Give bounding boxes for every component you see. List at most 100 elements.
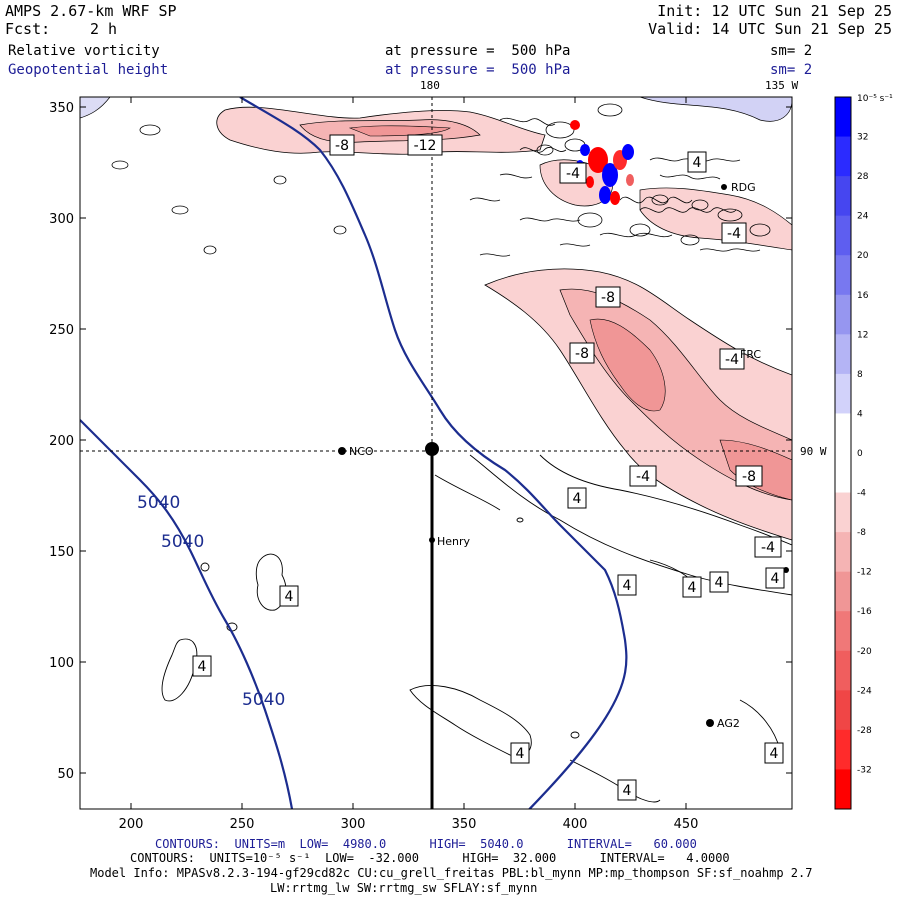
colorbar-label: 16 (857, 291, 869, 301)
field1-smooth: sm= 2 (770, 43, 813, 59)
colorbar-swatch (835, 373, 851, 414)
colorbar-label: -8 (857, 528, 866, 538)
forecast-label: Fcst: (5, 20, 51, 38)
svg-text:4: 4 (198, 659, 207, 675)
vort-label: -4 (719, 348, 745, 370)
colorbar-label: 20 (857, 251, 869, 261)
field2-name: Geopotential height (8, 62, 169, 78)
vort-label: 4 (687, 151, 707, 173)
colorbar-unit: 10⁻⁵ s⁻¹ (857, 94, 893, 104)
colorbar-swatch (835, 176, 851, 217)
footer-contours-vorticity: CONTOURS: UNITS=10⁻⁵ s⁻¹ LOW= -32.000 HI… (130, 851, 730, 865)
colorbar-label: 8 (857, 370, 863, 380)
colorbar-swatch (835, 532, 851, 573)
colorbar-swatch (835, 294, 851, 335)
colorbar-swatch (835, 136, 851, 177)
x-tick-label: 200 (119, 817, 144, 832)
svg-text:4: 4 (285, 589, 294, 605)
vort-label: -4 (721, 222, 747, 244)
colorbar-swatch (835, 453, 851, 494)
field1-level: at pressure = 500 hPa (385, 43, 571, 59)
y-tick-label: 300 (49, 212, 74, 227)
height-contour-5040-south (80, 419, 294, 809)
colorbar-label: -28 (857, 726, 872, 736)
vort-label: 4 (682, 576, 702, 598)
colorbar-label: -16 (857, 607, 872, 617)
model-title: AMPS 2.67-km WRF SP (5, 2, 177, 20)
svg-text:4: 4 (516, 746, 525, 762)
vort-label: 4 (709, 571, 729, 593)
colorbar-swatch (835, 729, 851, 770)
station-label-henry: Henry (437, 535, 471, 548)
svg-text:-8: -8 (335, 138, 349, 154)
x-tick-label: 300 (341, 817, 366, 832)
y-tick-label: 200 (49, 434, 74, 449)
colorbar-swatch (835, 769, 851, 810)
x-tick-label: 250 (230, 817, 255, 832)
colorbar-label: -20 (857, 647, 872, 657)
vorticity-clutter (111, 103, 771, 257)
colorbar-label: -24 (857, 686, 872, 696)
height-contour-5040-north (239, 97, 628, 809)
height-label-2: 5040 (161, 532, 204, 552)
y-tick-label: 250 (49, 323, 74, 338)
x-tick-label: 400 (563, 817, 588, 832)
colorbar-label: -32 (857, 765, 872, 775)
vort-label: 4 (764, 742, 784, 764)
colorbar-label: -12 (857, 568, 872, 578)
vort-label: -4 (629, 465, 657, 487)
vort-label: 4 (279, 585, 299, 607)
svg-text:4: 4 (573, 491, 582, 507)
vort-label: 4 (617, 574, 637, 596)
colorbar-label: 0 (857, 449, 863, 459)
colorbar-swatch (835, 255, 851, 296)
label-90w: 90 W (800, 445, 827, 458)
vort-label: -8 (595, 286, 621, 308)
svg-text:-4: -4 (761, 540, 775, 556)
field1-name: Relative vorticity (8, 43, 160, 59)
x-tick-label: 350 (452, 817, 477, 832)
y-tick-label: 100 (49, 656, 74, 671)
colorbar-swatch (835, 492, 851, 533)
svg-text:-8: -8 (601, 290, 615, 306)
field2-level: at pressure = 500 hPa (385, 62, 571, 78)
svg-text:4: 4 (623, 578, 632, 594)
svg-text:4: 4 (770, 746, 779, 762)
colorbar-label: 32 (857, 133, 868, 143)
valid-time: Valid: 14 UTC Sun 21 Sep 25 (648, 20, 892, 38)
svg-text:4: 4 (771, 571, 780, 587)
vort-label: 4 (192, 655, 212, 677)
vort-label: 4 (567, 487, 587, 509)
y-tick-label: 50 (57, 767, 74, 782)
y-tick-label: 150 (49, 545, 74, 560)
station-label-frc: FRC (740, 348, 761, 361)
label-180: 180 (420, 79, 440, 92)
colorbar-swatch (835, 97, 851, 138)
svg-text:4: 4 (693, 155, 702, 171)
field2-smooth: sm= 2 (770, 62, 813, 78)
vorticity-contour (539, 454, 792, 546)
station-label-ag2: AG2 (717, 717, 740, 730)
init-time: Init: 12 UTC Sun 21 Sep 25 (657, 2, 892, 20)
colorbar-swatch (835, 571, 851, 612)
x-tick-label: 450 (674, 817, 699, 832)
colorbar-label: 28 (857, 172, 869, 182)
colorbar-swatch (835, 334, 851, 375)
svg-text:-12: -12 (414, 138, 437, 154)
svg-text:-8: -8 (575, 346, 589, 362)
svg-text:4: 4 (715, 575, 724, 591)
positive-vorticity-area (639, 97, 792, 122)
height-label-1: 5040 (137, 493, 180, 513)
vort-label: 4 (765, 567, 785, 589)
height-label-3: 5040 (242, 690, 285, 710)
strong-vorticity-cluster (570, 120, 634, 205)
svg-text:-4: -4 (636, 469, 650, 485)
colorbar-label: -4 (857, 489, 866, 499)
vort-label: -4 (559, 162, 587, 184)
vort-label: -8 (569, 342, 595, 364)
label-135w: 135 W (765, 79, 799, 92)
footer-contours-height: CONTOURS: UNITS=m LOW= 4980.0 HIGH= 5040… (155, 837, 697, 851)
vort-label: -8 (735, 465, 763, 487)
station-label-rdg: RDG (731, 181, 756, 194)
